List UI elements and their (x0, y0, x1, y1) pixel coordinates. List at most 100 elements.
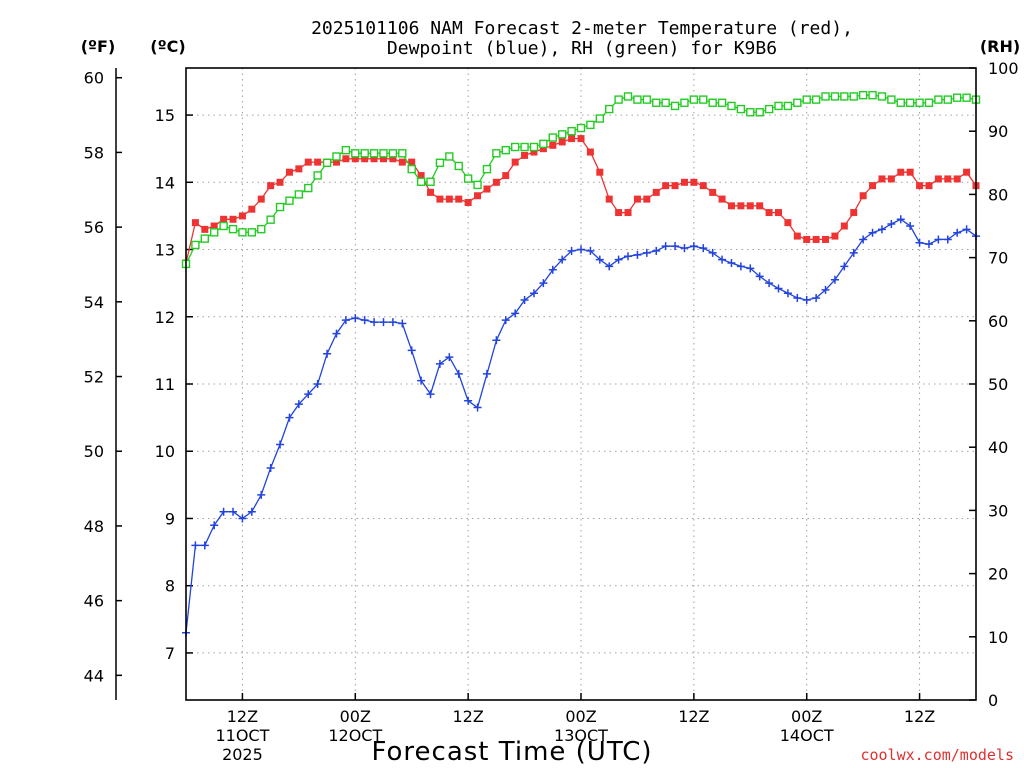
temperature-point (577, 135, 585, 143)
rh-point (398, 149, 407, 158)
rh-point (360, 149, 369, 158)
rh-point (605, 104, 614, 114)
temperature-point (963, 168, 971, 176)
rh-point (689, 95, 699, 104)
temperature-point (408, 158, 416, 166)
rh-tick-label: 60 (988, 312, 1008, 331)
temperature-point (624, 209, 632, 217)
rh-point (416, 177, 426, 186)
dewpoint-point (680, 244, 689, 253)
time-tick-label: 00Z (340, 707, 371, 726)
fahrenheit-tick-label: 50 (84, 442, 104, 461)
rh-tick-label: 90 (988, 122, 1008, 141)
rh-point (520, 142, 529, 152)
temperature-point (925, 182, 933, 190)
dewpoint-point (464, 396, 473, 405)
time-tick-label: 12Z (227, 707, 258, 726)
temperature-point (737, 202, 745, 210)
rh-point (924, 98, 934, 107)
temperature-point (944, 175, 952, 183)
time-tick-label: 00Z (565, 707, 596, 726)
rh-point (228, 224, 238, 234)
dewpoint-point (407, 346, 416, 355)
temperature-point (586, 148, 594, 156)
dewpoint-point (642, 248, 651, 257)
rh-point (454, 161, 463, 171)
rh-point (294, 190, 304, 199)
celsius-tick-label: 7 (165, 644, 175, 663)
temperature-point (662, 182, 670, 190)
temperature-point (370, 155, 378, 163)
dewpoint-point (614, 255, 623, 264)
rh-point (313, 171, 322, 180)
dewpoint-point (379, 318, 388, 327)
temperature-point (671, 182, 679, 190)
rh-point (915, 98, 924, 107)
rh-unit-label: (RH) (980, 37, 1020, 56)
rh-point (962, 93, 971, 102)
rh-point (849, 92, 858, 101)
dewpoint-point (200, 541, 209, 550)
rh-point (501, 145, 510, 155)
temperature-point (615, 209, 623, 217)
temperature-point (775, 209, 782, 217)
rh-tick-label: 100 (988, 59, 1019, 78)
dewpoint-point (558, 255, 567, 264)
rh-point (257, 224, 266, 234)
rh-point (219, 221, 228, 231)
rh-point (708, 98, 717, 107)
dewpoint-point (511, 309, 520, 318)
rh-tick-label: 30 (988, 501, 1008, 520)
temperature-point (436, 195, 444, 203)
temperature-point (455, 195, 463, 203)
temperature-point (690, 178, 698, 186)
rh-point (586, 120, 595, 130)
dewpoint-point (426, 390, 435, 399)
rh-point (539, 139, 548, 149)
dewpoint-point (520, 295, 529, 304)
time-tick-label: 12Z (904, 707, 935, 726)
dewpoint-point (482, 369, 491, 378)
rh-point (755, 108, 764, 117)
dewpoint-point (812, 293, 821, 302)
dewpoint-point (285, 413, 294, 422)
temperature-point (521, 151, 529, 159)
rh-point (783, 101, 793, 111)
dewpoint-point (454, 369, 463, 378)
celsius-axis: 7 8 9 10 11 12 13 14 15 (155, 106, 193, 663)
rh-point (652, 98, 661, 107)
dewpoint-point (924, 240, 933, 249)
rh-point (567, 126, 576, 136)
temperature-point (417, 172, 425, 180)
rh-point (304, 183, 313, 193)
dewpoint-point (276, 440, 285, 449)
temperature-point (558, 138, 566, 146)
plot-frame (185, 67, 977, 701)
credit-text: coolwx.com/models (860, 746, 1014, 764)
dewpoint-point (868, 228, 877, 237)
dewpoint-point (473, 403, 482, 412)
temperature-point (803, 235, 811, 243)
dewpoint-point (370, 318, 379, 327)
temperature-point (831, 232, 839, 240)
rh-point (529, 142, 539, 152)
temperature-point (285, 168, 293, 176)
rh-point (322, 158, 332, 168)
rh-point (633, 95, 642, 104)
dewpoint-point (605, 262, 614, 271)
dewpoint-point (492, 336, 501, 345)
dewpoint-point (859, 235, 868, 244)
dewpoint-point (633, 250, 642, 259)
temperature-point (718, 195, 726, 203)
rh-point (407, 164, 416, 174)
temperature-point (887, 175, 895, 183)
rh-point (238, 228, 247, 237)
temperature-point (229, 215, 237, 223)
rh-point (802, 95, 811, 104)
temperature-point (210, 222, 218, 230)
celsius-tick-label: 9 (165, 509, 175, 528)
rh-point (699, 95, 708, 104)
temperature-point (304, 158, 312, 166)
dewpoint-point (652, 246, 661, 255)
temperature-point (897, 168, 905, 176)
